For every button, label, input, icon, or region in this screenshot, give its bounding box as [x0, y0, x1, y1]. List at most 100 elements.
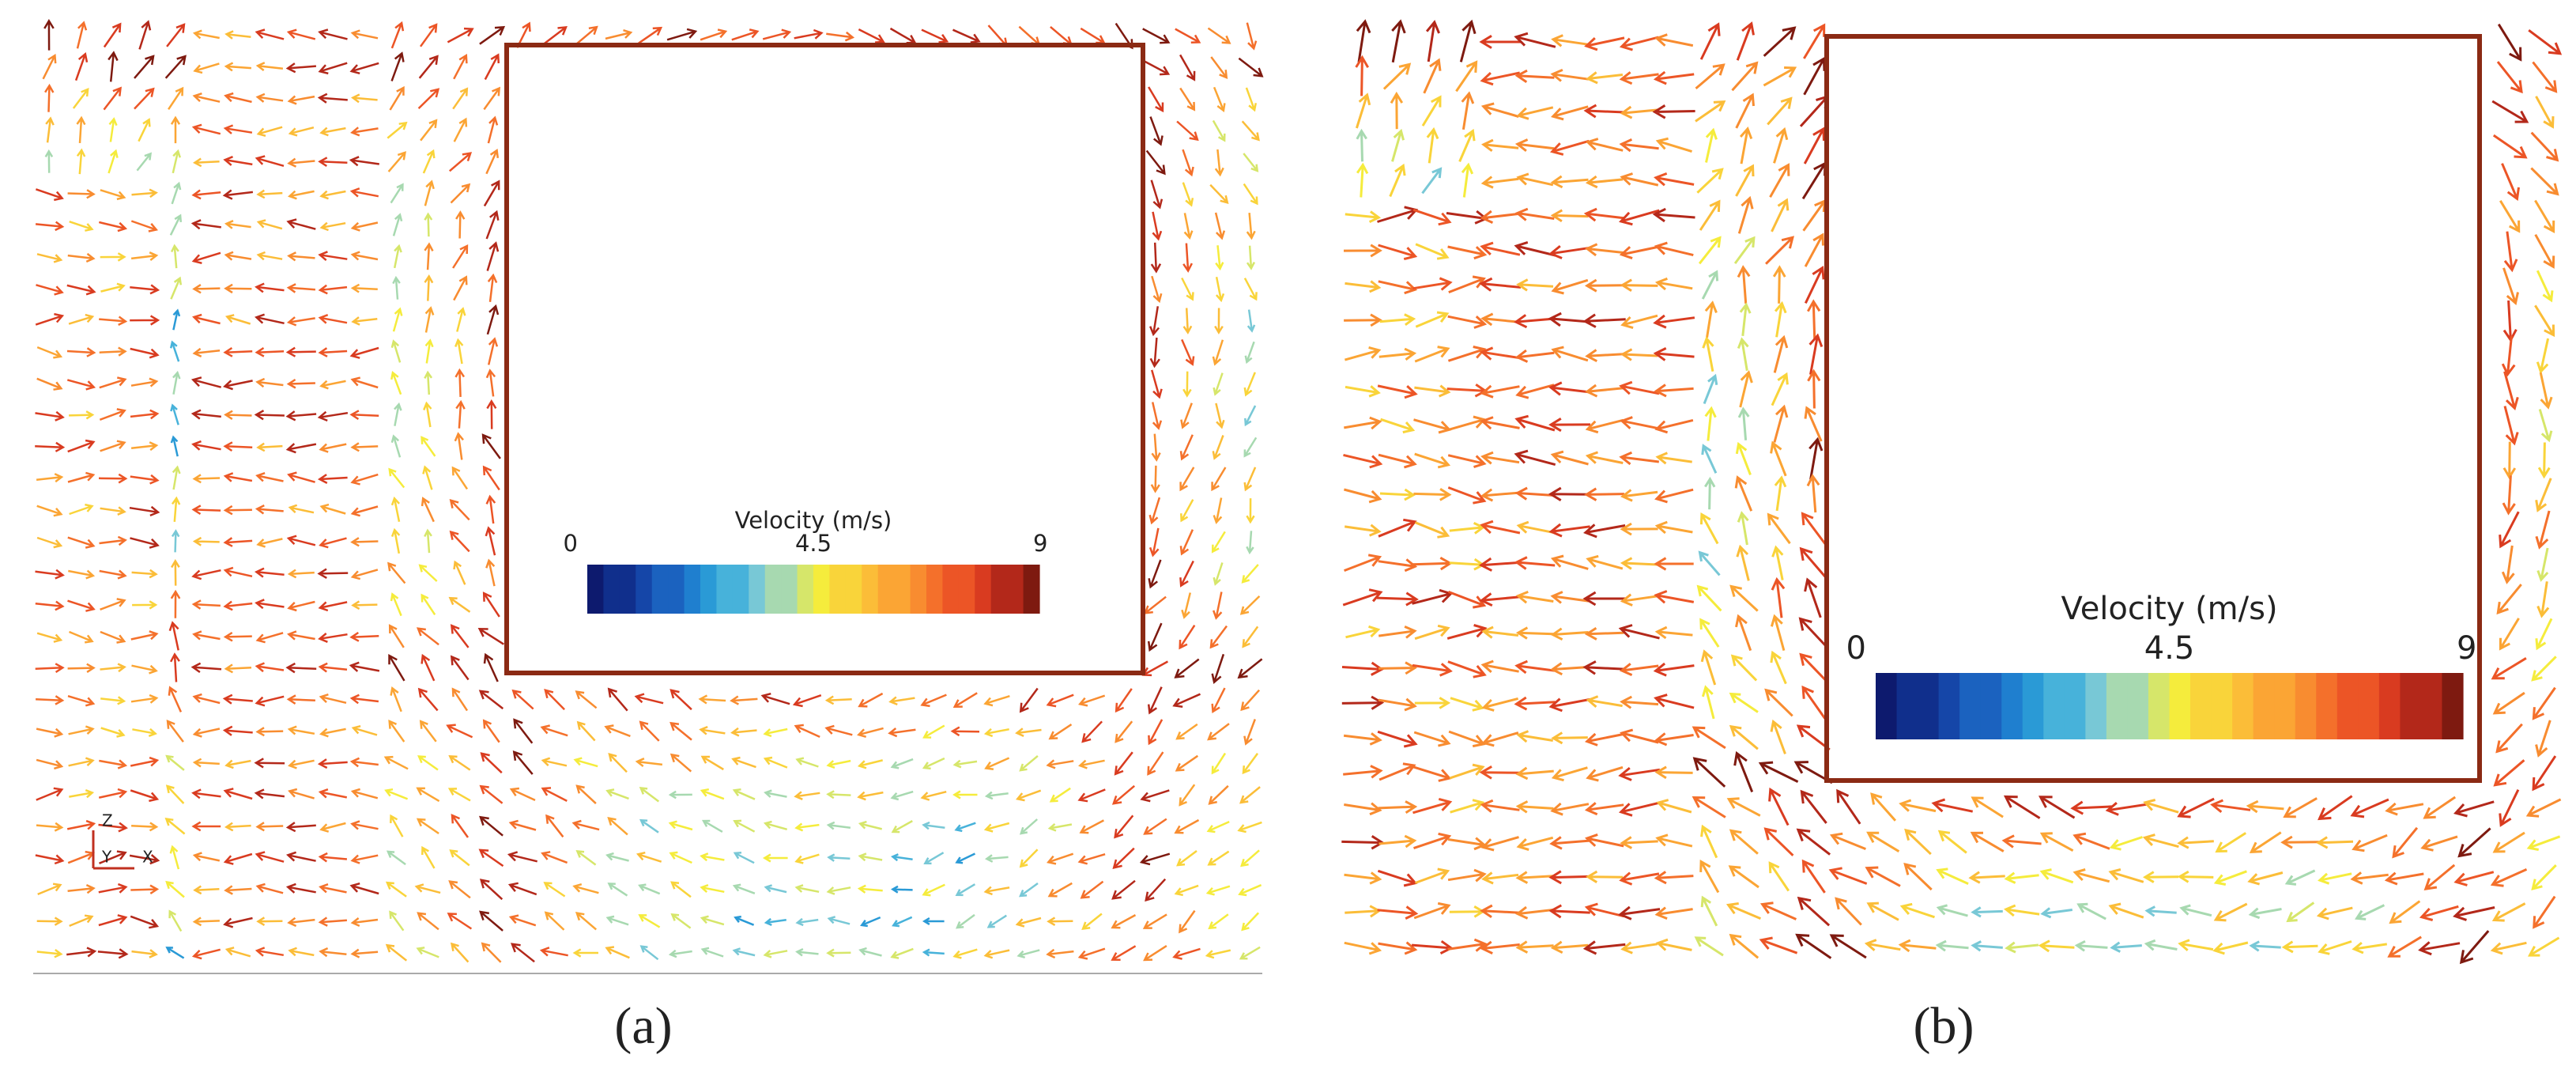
velocity-arrow [255, 727, 284, 737]
velocity-arrow [1213, 497, 1223, 524]
velocity-arrow [1480, 176, 1519, 189]
velocity-arrow [2423, 864, 2456, 890]
velocity-arrow [1181, 277, 1194, 301]
velocity-arrow [2420, 835, 2458, 852]
velocity-arrow [1241, 120, 1260, 142]
velocity-arrow [1735, 614, 1752, 652]
velocity-arrow [1808, 333, 1824, 375]
velocity-arrow [1238, 884, 1262, 897]
velocity-arrow [1584, 487, 1624, 501]
velocity-arrow [254, 567, 285, 578]
velocity-arrow [351, 724, 378, 736]
velocity-arrow [390, 21, 405, 49]
velocity-arrow [288, 504, 315, 514]
velocity-arrow [1243, 278, 1258, 301]
velocity-arrow [1654, 384, 1694, 398]
velocity-arrow [485, 558, 496, 587]
velocity-arrow [1701, 444, 1718, 474]
velocity-arrow [35, 600, 65, 611]
velocity-arrow [387, 561, 406, 584]
colorbar-segment [813, 565, 831, 614]
velocity-arrow [1771, 372, 1789, 406]
velocity-arrow [103, 86, 122, 111]
velocity-arrow [1620, 489, 1658, 502]
colorbar-segment [1007, 565, 1024, 614]
colorbar-segment [603, 565, 620, 614]
velocity-arrow [388, 467, 405, 489]
velocity-arrow [1735, 93, 1755, 129]
velocity-arrow [68, 725, 95, 735]
velocity-arrow [1550, 627, 1589, 641]
velocity-arrow [1585, 451, 1624, 464]
velocity-arrow [1864, 939, 1901, 951]
velocity-arrow [2004, 904, 2040, 917]
velocity-arrow [2177, 797, 2215, 818]
velocity-arrow [1729, 933, 1759, 959]
velocity-arrow [2039, 832, 2074, 852]
velocity-arrow [699, 725, 726, 735]
velocity-arrow [760, 692, 790, 705]
velocity-arrow [481, 433, 501, 459]
velocity-arrow [700, 755, 724, 771]
velocity-arrow [1246, 22, 1258, 51]
velocity-arrow [763, 820, 788, 831]
velocity-arrow [2352, 941, 2388, 954]
velocity-arrow [1548, 870, 1590, 885]
velocity-arrow [192, 93, 221, 103]
velocity-arrow [1379, 762, 1416, 781]
velocity-arrow [451, 687, 469, 712]
velocity-arrow [670, 881, 692, 898]
velocity-arrow [2286, 901, 2315, 923]
velocity-arrow [512, 750, 534, 775]
velocity-arrow [635, 758, 663, 767]
velocity-arrow [447, 27, 474, 43]
velocity-arrow [317, 474, 348, 485]
velocity-arrow [1048, 724, 1073, 740]
colorbar-segment [1876, 673, 1898, 739]
velocity-arrow [2144, 939, 2178, 951]
velocity-arrow [1513, 314, 1556, 329]
velocity-arrow [350, 221, 379, 232]
velocity-arrow [1423, 58, 1442, 94]
velocity-arrow [1179, 784, 1196, 807]
velocity-arrow [1016, 949, 1040, 959]
velocity-arrow [508, 914, 537, 927]
velocity-arrow [1151, 433, 1161, 462]
velocity-arrow [192, 917, 220, 927]
velocity-arrow [44, 83, 55, 112]
velocity-arrow [2492, 831, 2525, 853]
velocity-arrow [479, 25, 506, 45]
velocity-arrow [1758, 761, 1799, 783]
velocity-arrow [1139, 852, 1171, 866]
velocity-arrow [1655, 137, 1692, 153]
colorbar-segment [2127, 673, 2149, 739]
velocity-arrow [922, 757, 945, 770]
velocity-arrow [256, 189, 283, 199]
velocity-arrow [795, 757, 819, 768]
velocity-arrow [1620, 314, 1658, 330]
velocity-arrow [2503, 231, 2518, 273]
velocity-arrow [1481, 626, 1519, 639]
velocity-arrow [2105, 802, 2147, 816]
velocity-arrow [171, 181, 182, 205]
velocity-arrow [1737, 195, 1754, 234]
velocity-arrow [164, 55, 187, 79]
velocity-arrow [2501, 545, 2515, 584]
velocity-arrow [2526, 835, 2561, 851]
colorbar-segment [2232, 673, 2254, 739]
velocity-arrow [1214, 308, 1224, 335]
velocity-arrow [255, 822, 284, 832]
velocity-arrow [2350, 798, 2389, 818]
velocity-arrow [223, 537, 253, 547]
velocity-arrow [2535, 96, 2555, 129]
velocity-arrow [952, 759, 978, 769]
velocity-arrow [192, 852, 221, 862]
velocity-arrow [1414, 521, 1450, 539]
velocity-arrow [318, 347, 348, 357]
velocity-arrow [100, 252, 126, 262]
velocity-arrow [922, 821, 945, 830]
velocity-arrow [1412, 765, 1452, 782]
velocity-arrow [416, 627, 439, 646]
velocity-arrow [2496, 61, 2523, 94]
velocity-arrow [1515, 384, 1555, 399]
